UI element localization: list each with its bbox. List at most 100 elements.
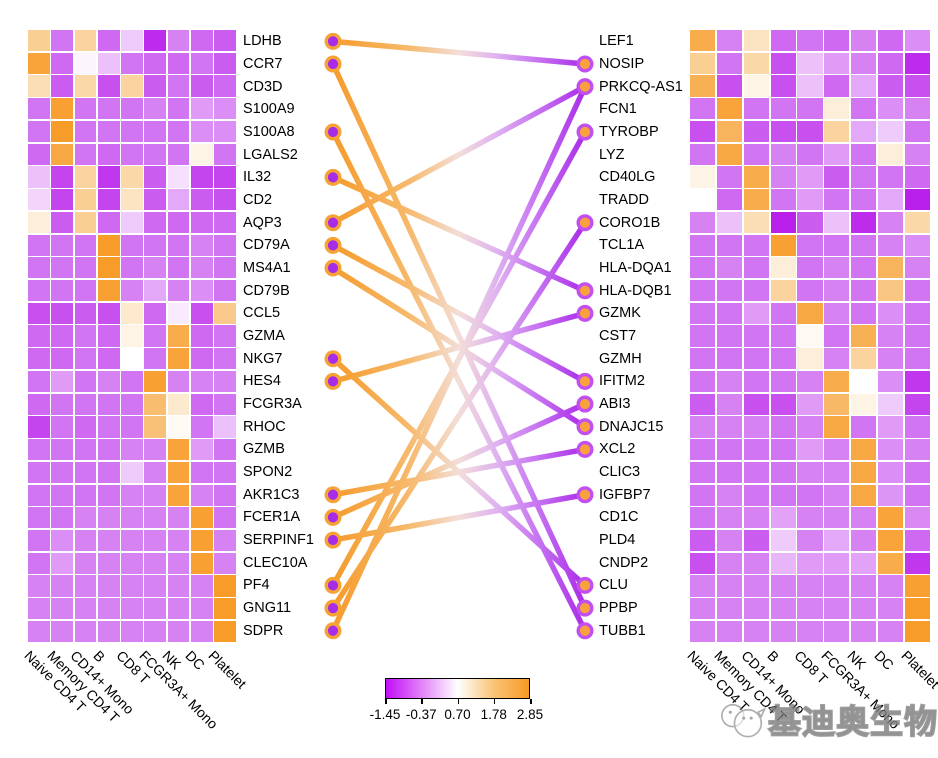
heatmap-cell <box>121 234 143 256</box>
gene-link-line <box>330 446 588 498</box>
heatmap-cell <box>121 598 143 620</box>
heatmap-cell <box>191 166 213 188</box>
heatmap-cell <box>690 439 716 461</box>
gene-link-line <box>330 174 588 294</box>
heatmap-cell <box>214 439 236 461</box>
heatmap-cell <box>904 439 930 461</box>
heatmap-cell <box>851 393 877 415</box>
heatmap-cell <box>97 325 120 347</box>
heatmap-cell <box>824 484 850 506</box>
heatmap-cell <box>877 530 904 552</box>
heatmap-cell <box>743 280 769 302</box>
heatmap-cell <box>824 348 850 370</box>
heatmap-cell <box>51 484 73 506</box>
heatmap-cell <box>167 75 190 97</box>
heatmap-cell <box>167 393 190 415</box>
gene-link-line <box>330 265 588 430</box>
heatmap-cell <box>97 348 120 370</box>
gene-dot <box>324 531 342 549</box>
heatmap-cell <box>743 530 769 552</box>
heatmap-cell <box>851 280 877 302</box>
heatmap-cell <box>851 234 877 256</box>
heatmap-cell <box>904 257 930 279</box>
gene-dot <box>324 622 342 640</box>
gene-dot <box>324 236 342 254</box>
heatmap-cell <box>97 234 120 256</box>
heatmap-cell <box>191 257 213 279</box>
heatmap-cell <box>851 30 877 52</box>
left-heatmap-grid <box>28 30 236 643</box>
heatmap-cell <box>97 143 120 165</box>
heatmap-cell <box>97 598 120 620</box>
gene-label: TUBB1 <box>599 622 646 639</box>
heatmap-cell <box>716 484 743 506</box>
heatmap-cell <box>743 575 769 597</box>
heatmap-cell <box>144 530 167 552</box>
colorbar-gradient-bar <box>385 678 530 699</box>
heatmap-cell <box>28 143 50 165</box>
heatmap-cell <box>191 552 213 574</box>
heatmap-cell <box>716 52 743 74</box>
heatmap-cell <box>121 325 143 347</box>
gene-dot <box>576 282 594 300</box>
colorbar-tick-label: 2.85 <box>516 707 544 722</box>
heatmap-cell <box>904 98 930 120</box>
heatmap-cell <box>797 189 823 211</box>
heatmap-cell <box>144 52 167 74</box>
heatmap-cell <box>191 98 213 120</box>
gene-label: ABI3 <box>599 396 631 413</box>
heatmap-cell <box>824 416 850 438</box>
heatmap-cell <box>28 393 50 415</box>
heatmap-cell <box>121 370 143 393</box>
gene-label: IL32 <box>243 169 272 186</box>
heatmap-cell <box>716 189 743 211</box>
heatmap-cell <box>74 211 97 233</box>
gene-label: S100A8 <box>243 124 295 140</box>
heatmap-cell <box>191 598 213 620</box>
heatmap-cell <box>743 52 769 74</box>
heatmap-cell <box>690 461 716 483</box>
heatmap-cell <box>904 234 930 256</box>
heatmap-cell <box>797 552 823 574</box>
gene-label: NKG7 <box>243 350 283 367</box>
heatmap-cell <box>74 348 97 370</box>
heatmap-cell <box>824 98 850 120</box>
heatmap-cell <box>51 552 73 574</box>
heatmap-cell <box>144 234 167 256</box>
gene-dot <box>576 214 594 232</box>
heatmap-cell <box>74 52 97 74</box>
heatmap-cell <box>716 211 743 233</box>
heatmap-cell <box>743 234 769 256</box>
gene-label: GNG11 <box>243 600 292 617</box>
heatmap-cell <box>167 166 190 188</box>
heatmap-cell <box>121 211 143 233</box>
heatmap-cell <box>74 166 97 188</box>
gene-dot <box>324 32 342 50</box>
heatmap-cell <box>167 30 190 52</box>
heatmap-cell <box>191 507 213 529</box>
heatmap-cell <box>904 75 930 97</box>
heatmap-cell <box>877 439 904 461</box>
heatmap-cell <box>824 30 850 52</box>
gene-dot <box>576 395 594 413</box>
heatmap-cell <box>716 416 743 438</box>
heatmap-cell <box>28 325 50 347</box>
heatmap-cell <box>851 257 877 279</box>
heatmap-cell <box>28 439 50 461</box>
heatmap-cell <box>904 461 930 483</box>
heatmap-cell <box>824 211 850 233</box>
heatmap-cell <box>743 189 769 211</box>
heatmap-cell <box>214 189 236 211</box>
heatmap-cell <box>74 507 97 529</box>
heatmap-cell <box>797 234 823 256</box>
heatmap-cell <box>144 575 167 597</box>
heatmap-cell <box>51 257 73 279</box>
heatmap-cell <box>121 257 143 279</box>
heatmap-cell <box>690 52 716 74</box>
heatmap-cell <box>824 257 850 279</box>
heatmap-cell <box>743 461 769 483</box>
heatmap-cell <box>851 484 877 506</box>
heatmap-cell <box>97 552 120 574</box>
heatmap-cell <box>167 507 190 529</box>
heatmap-cell <box>851 530 877 552</box>
